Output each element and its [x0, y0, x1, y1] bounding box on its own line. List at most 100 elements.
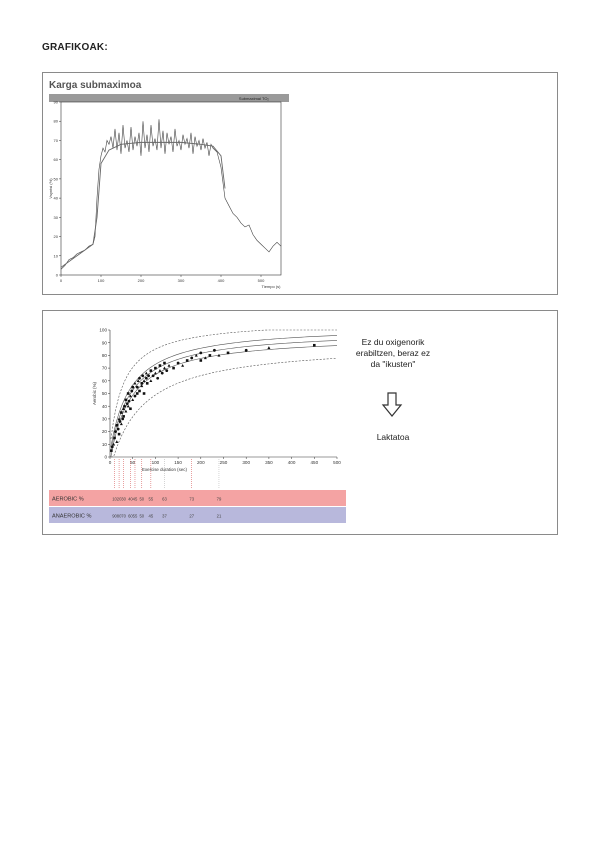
data-point [118, 420, 122, 423]
chart-inner-label: Submaximal TO₂ [239, 96, 270, 101]
y-tick-label: 80 [102, 353, 108, 358]
data-point [124, 409, 128, 413]
data-point [244, 348, 248, 352]
data-point [140, 382, 144, 385]
aerobic-row-label: AEROBIC % [52, 497, 84, 503]
x-tick-label: 100 [98, 278, 105, 283]
data-point [127, 399, 131, 403]
table-cell: 63 [162, 497, 167, 502]
data-point [172, 366, 175, 370]
x-tick-label: 300 [242, 460, 250, 465]
data-point [140, 384, 144, 388]
plot-frame [60, 101, 282, 276]
y-tick-label: 10 [54, 253, 59, 258]
data-point [208, 354, 212, 357]
inner-band-upper [110, 335, 338, 447]
table-cell: 21 [217, 514, 222, 519]
x-tick-label: 400 [218, 278, 225, 283]
data-point [141, 374, 145, 378]
lactate-label: Laktatoa [376, 432, 410, 442]
inner-band-lower [110, 345, 338, 457]
x-tick-label: 150 [174, 460, 182, 465]
data-point [110, 445, 114, 449]
data-point [114, 430, 117, 433]
oxygen-note: Ez du oxigenorik erabiltzen, beraz ez da… [333, 337, 453, 370]
fit-curve [110, 340, 338, 452]
data-point [149, 379, 153, 382]
data-point [144, 376, 148, 380]
data-point [117, 417, 121, 421]
y-tick-label: 80 [54, 119, 59, 124]
data-point [145, 382, 149, 385]
data-point [128, 394, 132, 398]
data-point [203, 356, 207, 360]
data-point [181, 363, 185, 367]
data-point [158, 369, 162, 372]
figure-submaximal-load: Karga submaximoa Submaximal TO₂ 0 10 20 30 40… [42, 72, 558, 295]
data-point [131, 385, 134, 389]
data-point [199, 351, 203, 355]
data-point [115, 423, 119, 427]
data-point [226, 351, 230, 355]
data-point [213, 348, 216, 352]
chart-background [49, 94, 289, 289]
y-axis-label: Aerobic (%) [92, 381, 97, 404]
data-point [113, 436, 116, 440]
data-point [121, 417, 125, 421]
y-tick-label: 0 [104, 455, 107, 460]
x-tick-label: 450 [310, 460, 318, 465]
table-cell: 50 [139, 514, 144, 519]
data-point [138, 389, 141, 393]
table-cell: 27 [189, 514, 194, 519]
x-tick-label: 300 [178, 278, 185, 283]
x-tick-label: 50 [130, 460, 136, 465]
x-tick-label: 0 [109, 460, 112, 465]
y-axis-label: Vsyntsi (%) [49, 178, 53, 199]
y-tick-label: 50 [54, 176, 59, 181]
data-point [133, 381, 137, 385]
table-cell: 90 [112, 514, 117, 519]
x-tick-label: 100 [152, 460, 160, 465]
anaerobic-row-label: ANAEROBIC % [52, 514, 92, 520]
data-point [116, 427, 120, 431]
series-line-raw [60, 119, 282, 270]
y-tick-label: 100 [99, 328, 107, 333]
y-tick-label: 0 [56, 273, 59, 278]
y-tick-label: 90 [54, 100, 59, 105]
data-point [135, 392, 139, 395]
data-point [133, 394, 137, 398]
note-line-1: Ez du oxigenorik [361, 337, 425, 347]
data-point [123, 404, 126, 408]
data-point [185, 359, 189, 362]
table-cell: 80 [117, 514, 122, 519]
data-point [190, 356, 194, 360]
page-heading: GRAFIKOAK: [42, 42, 108, 53]
x-tick-label: 200 [138, 278, 145, 283]
data-point [126, 404, 130, 408]
y-tick-label: 20 [54, 234, 59, 239]
data-point [158, 364, 162, 367]
table-cell: 55 [133, 514, 138, 519]
x-axis-label: Tiempo (s) [262, 284, 282, 289]
data-point [126, 392, 130, 395]
data-point [119, 422, 123, 426]
table-cell: 60 [128, 514, 133, 519]
data-point [217, 353, 221, 357]
data-point [122, 415, 125, 418]
data-point [138, 376, 141, 380]
data-point [125, 402, 129, 406]
y-tick-label: 70 [54, 138, 59, 143]
table-cell: 79 [217, 497, 222, 502]
table-cell: 50 [139, 497, 144, 502]
aerobic-row-band [49, 490, 346, 506]
data-point [135, 385, 139, 389]
data-point [160, 371, 164, 375]
outer-band-upper [110, 329, 337, 439]
x-tick-label: 250 [220, 460, 228, 465]
y-tick-label: 60 [54, 157, 59, 162]
note-line-2: erabiltzen, beraz ez [355, 348, 431, 358]
table-cell: 30 [121, 497, 126, 502]
data-point [149, 369, 153, 372]
data-point [120, 411, 123, 414]
